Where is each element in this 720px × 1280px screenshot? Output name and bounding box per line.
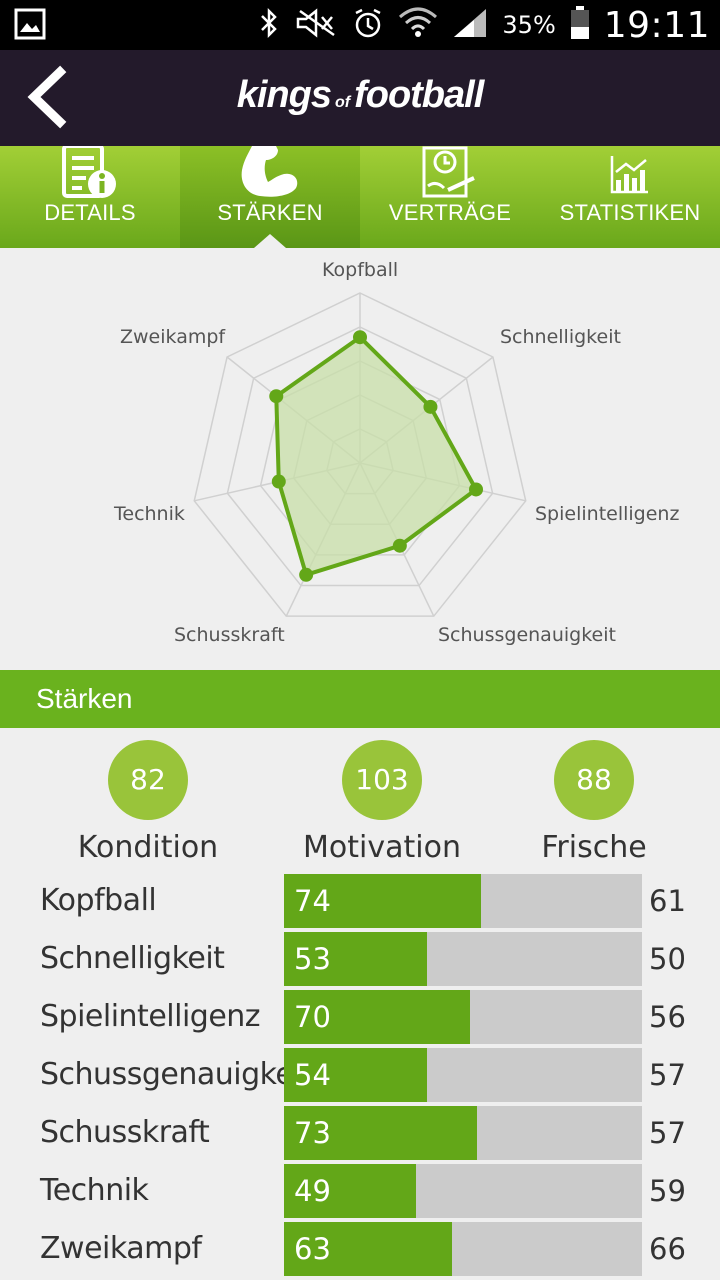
tab-bar: DETAILS STÄRKEN VERTRÄGE STATISTIKEN — [0, 146, 720, 248]
radar-label-spielintelligenz: Spielintelligenz — [535, 503, 680, 525]
bar-value: 63 — [294, 1232, 331, 1266]
bar-label: Schusskraft — [40, 1115, 210, 1150]
mute-icon — [294, 7, 338, 44]
bar-value: 53 — [294, 942, 331, 976]
tab-staerken[interactable]: STÄRKEN — [180, 146, 360, 248]
bar-fill — [284, 874, 481, 928]
contract-clock-icon — [422, 146, 475, 198]
radar-label-technik: Technik — [114, 503, 185, 525]
radar-point-schnelligkeit — [423, 399, 438, 414]
radar-label-kopfball: Kopfball — [322, 259, 399, 281]
strengths-radar-chart: Kopfball Schnelligkeit Spielintelligenz … — [0, 248, 720, 670]
radar-point-zweikampf — [269, 389, 284, 404]
radar-point-spielintelligenz — [469, 482, 484, 497]
bar-fill — [284, 1164, 417, 1218]
tab-staerken-label: STÄRKEN — [217, 200, 323, 225]
bar-compare-value: 59 — [649, 1174, 686, 1208]
radar-label-schussgenauigkeit: Schussgenauigkeit — [438, 624, 616, 646]
document-info-icon — [62, 146, 116, 198]
bar-fill — [284, 1222, 453, 1276]
flexed-biceps-icon — [241, 146, 298, 197]
tab-details[interactable]: DETAILS — [0, 146, 180, 248]
bar-track: 63 — [284, 1222, 642, 1276]
stat-motivation-label: Motivation — [303, 830, 461, 865]
summary-stats: 82 Kondition 103 Motivation 88 Frische — [0, 740, 720, 870]
radar-point-kopfball — [353, 330, 367, 345]
bar-track: 73 — [284, 1106, 642, 1160]
signal-icon — [452, 7, 488, 44]
bar-track: 54 — [284, 1048, 642, 1102]
gallery-notification-icon — [14, 8, 46, 45]
radar-point-schussgenauigkeit — [392, 538, 407, 553]
bar-value: 49 — [294, 1174, 331, 1208]
bar-label: Schnelligkeit — [40, 941, 225, 976]
alarm-icon — [352, 7, 384, 44]
bar-compare-value: 56 — [649, 1000, 686, 1034]
stat-kondition-value: 82 — [108, 740, 188, 820]
tab-vertraege[interactable]: VERTRÄGE — [360, 146, 540, 248]
bar-row-kopfball: Kopfball 74 61 — [0, 874, 720, 928]
bar-track: 53 — [284, 932, 642, 986]
bar-compare-value: 57 — [649, 1058, 686, 1092]
radar-label-schnelligkeit: Schnelligkeit — [500, 326, 621, 348]
radar-label-schusskraft: Schusskraft — [174, 624, 285, 646]
tab-details-label: DETAILS — [44, 200, 136, 225]
stat-motivation: 103 Motivation — [282, 740, 482, 865]
radar-point-technik — [271, 474, 286, 489]
stat-frische-value: 88 — [554, 740, 634, 820]
tab-vertraege-label: VERTRÄGE — [388, 200, 512, 225]
radar-grid-ring — [193, 292, 527, 617]
bar-fill — [284, 932, 428, 986]
bar-track: 74 — [284, 874, 642, 928]
tab-statistiken-label: STATISTIKEN — [559, 200, 701, 225]
battery-percentage: 35% — [502, 11, 556, 39]
bar-compare-value: 57 — [649, 1116, 686, 1150]
stat-frische-label: Frische — [541, 830, 647, 865]
tab-statistiken[interactable]: STATISTIKEN — [540, 146, 720, 248]
bar-row-schusskraft: Schusskraft 73 57 — [0, 1106, 720, 1160]
radar-svg — [193, 292, 527, 617]
bar-value: 74 — [294, 884, 331, 918]
bar-value: 54 — [294, 1058, 331, 1092]
bluetooth-icon — [258, 7, 280, 44]
radar-label-zweikampf: Zweikampf — [120, 326, 226, 348]
bar-label: Spielintelligenz — [40, 999, 261, 1034]
back-button[interactable] — [22, 64, 76, 130]
bar-chart-icon — [610, 156, 648, 194]
bar-fill — [284, 990, 471, 1044]
status-bar: 35% 19:11 — [0, 0, 720, 50]
stat-kondition-label: Kondition — [77, 830, 219, 865]
battery-icon — [570, 5, 590, 45]
bar-track: 49 — [284, 1164, 642, 1218]
radar-grid-ring — [226, 326, 494, 587]
bar-row-schnelligkeit: Schnelligkeit 53 50 — [0, 932, 720, 986]
bar-row-schussgenauigkeit: Schussgenauigkeit 54 57 — [0, 1048, 720, 1102]
bar-value: 73 — [294, 1116, 331, 1150]
bar-compare-value: 50 — [649, 942, 686, 976]
app-header: kings of football — [0, 50, 720, 146]
bar-track: 70 — [284, 990, 642, 1044]
stat-frische: 88 Frische — [494, 740, 694, 865]
bar-fill — [284, 1048, 428, 1102]
bar-row-zweikampf: Zweikampf 63 66 — [0, 1222, 720, 1276]
brand-logo: kings of football — [236, 74, 485, 116]
bar-compare-value: 61 — [649, 884, 686, 918]
bar-label: Kopfball — [40, 883, 157, 918]
bar-label: Technik — [40, 1173, 149, 1208]
bar-row-technik: Technik 49 59 — [0, 1164, 720, 1218]
bar-value: 70 — [294, 1000, 331, 1034]
bar-label: Zweikampf — [40, 1231, 202, 1266]
bar-compare-value: 66 — [649, 1232, 686, 1266]
clock: 19:11 — [603, 4, 710, 46]
bar-row-spielintelligenz: Spielintelligenz 70 56 — [0, 990, 720, 1044]
section-title: Stärken — [0, 670, 720, 728]
back-arrow-icon — [27, 65, 67, 129]
bar-fill — [284, 1106, 478, 1160]
bar-label: Schussgenauigkeit — [40, 1057, 313, 1092]
stat-motivation-value: 103 — [342, 740, 422, 820]
radar-point-schusskraft — [299, 567, 314, 582]
radar-data-area — [274, 335, 479, 577]
stat-kondition: 82 Kondition — [48, 740, 248, 865]
wifi-icon — [398, 5, 438, 46]
